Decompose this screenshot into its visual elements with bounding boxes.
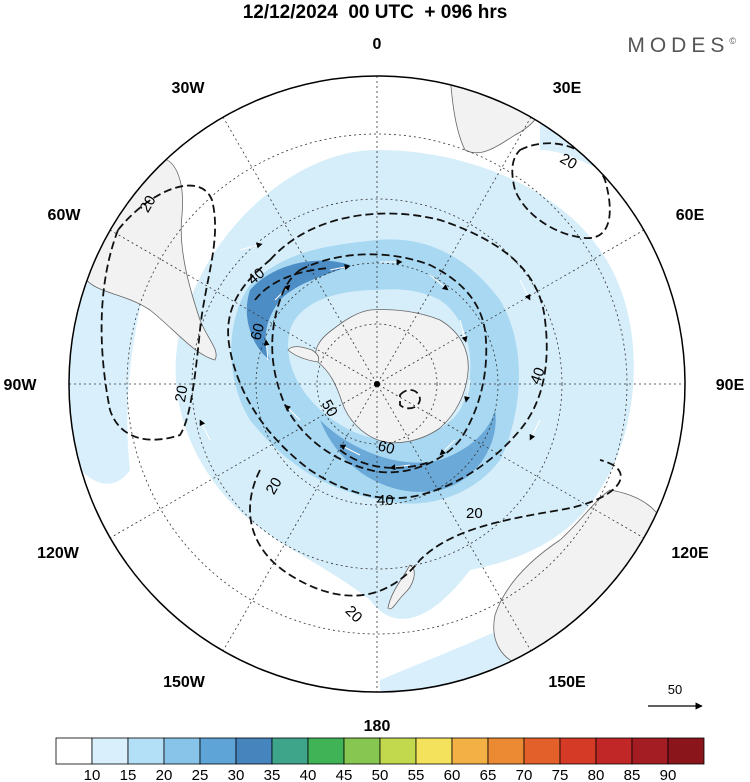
- contour-label-50-west: 50: [318, 397, 341, 420]
- lon-label-60e: 60E: [676, 207, 705, 224]
- contour-label-20-africa: 20: [557, 150, 580, 173]
- colorbar: 10 15 20 25 30 35 40 45 50 55 60 65 70 75 80 85 90: [55, 737, 705, 782]
- colorbar-tick-label: 15: [120, 767, 137, 782]
- antarctic-peninsula: [287, 346, 320, 363]
- colorbar-swatch: [559, 737, 597, 765]
- contour-40-ring: [227, 212, 548, 499]
- colorbar-tick-label: 50: [372, 767, 389, 782]
- brand-logo: MODES©: [627, 34, 736, 58]
- longitude-labels: 0 30E 60E 90E 120E 150E 180 150W 120W 90…: [4, 36, 745, 735]
- lon-label-30e: 30E: [553, 80, 582, 97]
- graticule: [69, 76, 685, 692]
- colorbar-tick-label: 40: [300, 767, 317, 782]
- colorbar-swatch: [667, 737, 705, 765]
- colorbar-swatch: [343, 737, 381, 765]
- lon-label-150e: 150E: [548, 674, 586, 691]
- contour-60-west: [254, 267, 331, 301]
- colorbar-swatch: [487, 737, 525, 765]
- lon-label-60w: 60W: [48, 207, 82, 224]
- lon-label-120e: 120E: [671, 545, 709, 562]
- colorbar-swatch: [91, 737, 129, 765]
- lon-label-150w: 150W: [163, 674, 206, 691]
- colorbar-swatch: [235, 737, 273, 765]
- colorbar-swatch: [163, 737, 201, 765]
- colorbar-tick-label: 55: [408, 767, 425, 782]
- colorbar-swatch: [199, 737, 237, 765]
- contour-label-60-west: 60: [247, 322, 268, 343]
- colorbar-swatch: [127, 737, 165, 765]
- map-title: 12/12/2024 00 UTC + 096 hrs: [242, 2, 508, 23]
- colorbar-swatch: [55, 737, 93, 765]
- lon-label-120w: 120W: [37, 545, 80, 562]
- contour-60-south: [339, 449, 431, 469]
- colorbar-swatch: [307, 737, 345, 765]
- lon-label-90w: 90W: [4, 377, 38, 394]
- colorbar-swatch: [595, 737, 633, 765]
- colorbar-tick-label: 45: [336, 767, 353, 782]
- colorbar-tick-label: 80: [588, 767, 605, 782]
- contour-20-south-america: [100, 184, 216, 441]
- contour-label-20-south-america: 20: [137, 193, 160, 216]
- contour-50-ring: [271, 253, 488, 474]
- contour-label-20-southeast: 20: [466, 505, 483, 522]
- lon-label-30w: 30W: [172, 80, 206, 97]
- lon-label-180: 180: [364, 718, 391, 735]
- colorbar-swatch: [271, 737, 309, 765]
- isotach-contours: [100, 142, 622, 597]
- contour-labels: 20 20 20 20 20 20 40 40 40 60 50 60: [137, 150, 580, 626]
- reference-vector-label: 50: [668, 682, 682, 697]
- contour-label-20-southwest: 20: [263, 475, 286, 498]
- new-zealand: [387, 564, 415, 610]
- colorbar-tick-label: 85: [624, 767, 641, 782]
- lon-label-0: 0: [373, 36, 382, 53]
- colorbar-swatch: [451, 737, 489, 765]
- copyright-mark: ©: [729, 36, 736, 46]
- colorbar-tick-label: 30: [228, 767, 245, 782]
- africa: [449, 76, 547, 154]
- contour-label-40-east: 40: [527, 365, 549, 386]
- south-pole-marker: [374, 381, 380, 387]
- brand-name: MODES: [627, 34, 730, 57]
- jet-ring-mid: [231, 239, 519, 504]
- contour-label-20-west: 20: [172, 384, 192, 403]
- contour-label-60-south: 60: [376, 437, 397, 458]
- wind-vectors: [199, 242, 541, 471]
- map-boundary: [68, 75, 686, 693]
- colorbar-swatch: [523, 737, 561, 765]
- colorbar-swatch: [415, 737, 453, 765]
- colorbar-swatch: [379, 737, 417, 765]
- contour-label-20-south: 20: [342, 602, 366, 626]
- contour-label-40-south: 40: [377, 492, 394, 509]
- colorbar-swatch: [631, 737, 669, 765]
- colorbar-tick-label: 25: [192, 767, 209, 782]
- colorbar-tick-label: 90: [660, 767, 677, 782]
- jet-core-south: [320, 410, 496, 492]
- contour-pole: [399, 389, 421, 410]
- colorbar-tick-label: 75: [552, 767, 569, 782]
- colorbar-tick-label: 70: [516, 767, 533, 782]
- contour-20-ring: [249, 459, 622, 597]
- antarctica: [315, 309, 469, 444]
- colorbar-tick-label: 10: [84, 767, 101, 782]
- colorbar-tick-label: 60: [444, 767, 461, 782]
- jet-core-west: [246, 260, 350, 360]
- lon-label-90e: 90E: [716, 377, 745, 394]
- colorbar-tick-label: 35: [264, 767, 281, 782]
- colorbar-tick-label: 20: [156, 767, 173, 782]
- colorbar-tick-label: 65: [480, 767, 497, 782]
